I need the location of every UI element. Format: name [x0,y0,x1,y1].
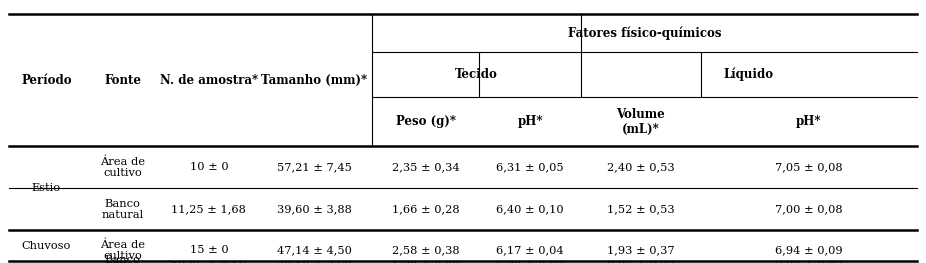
Text: Fonte: Fonte [105,74,141,87]
Text: Área de
cultivo: Área de cultivo [100,239,145,261]
Text: Tecido: Tecido [456,68,498,81]
Text: Estio: Estio [31,183,61,193]
Text: 7,00 ± 0,07: 7,00 ± 0,07 [775,261,843,263]
Text: 18,06 ± 2,16: 18,06 ± 2,16 [171,261,246,263]
Text: 0,86 ± 0,27: 0,86 ± 0,27 [607,261,675,263]
Text: Líquido: Líquido [724,68,774,81]
Text: Peso (g)*: Peso (g)* [395,115,456,128]
Text: 47,14 ± 4,50: 47,14 ± 4,50 [277,245,352,255]
Text: 6,17 ± 0,04: 6,17 ± 0,04 [496,245,564,255]
Text: 6,31 ± 0,05: 6,31 ± 0,05 [496,162,564,172]
Text: pH*: pH* [518,115,543,128]
Text: 7,00 ± 0,08: 7,00 ± 0,08 [775,204,843,214]
Text: pH*: pH* [796,115,821,128]
Text: Volume
(mL)*: Volume (mL)* [617,108,665,136]
Text: Fatores físico-químicos: Fatores físico-químicos [568,27,721,40]
Text: 1,52 ± 0,53: 1,52 ± 0,53 [607,204,675,214]
Text: 10 ± 0: 10 ± 0 [190,162,228,172]
Text: 2,35 ± 0,34: 2,35 ± 0,34 [392,162,459,172]
Text: 7,05 ± 0,08: 7,05 ± 0,08 [775,162,843,172]
Text: 1,38 ± 0,08: 1,38 ± 0,08 [392,261,459,263]
Text: Chuvoso: Chuvoso [22,241,71,251]
Text: Tamanho (mm)*: Tamanho (mm)* [261,74,368,87]
Text: Banco
natural: Banco natural [102,199,144,220]
Text: 11,25 ± 1,68: 11,25 ± 1,68 [171,204,246,214]
Text: Banco
natural: Banco natural [102,255,144,263]
Text: Área de
cultivo: Área de cultivo [100,156,145,178]
Text: Período: Período [21,74,72,87]
Text: 57,21 ± 7,45: 57,21 ± 7,45 [277,162,352,172]
Text: 39,60 ± 3,88: 39,60 ± 3,88 [277,204,352,214]
Text: 1,66 ± 0,28: 1,66 ± 0,28 [392,204,459,214]
Text: 1,93 ± 0,37: 1,93 ± 0,37 [607,245,675,255]
Text: 6,94 ± 0,09: 6,94 ± 0,09 [775,245,843,255]
Text: 2,40 ± 0,53: 2,40 ± 0,53 [607,162,675,172]
Text: 6,22 ± 0,03: 6,22 ± 0,03 [496,261,564,263]
Text: N. de amostra*: N. de amostra* [160,74,258,87]
Text: 38,19 ± 3,70: 38,19 ± 3,70 [277,261,352,263]
Text: 15 ± 0: 15 ± 0 [190,245,228,255]
Text: 6,40 ± 0,10: 6,40 ± 0,10 [496,204,564,214]
Text: 2,58 ± 0,38: 2,58 ± 0,38 [392,245,459,255]
